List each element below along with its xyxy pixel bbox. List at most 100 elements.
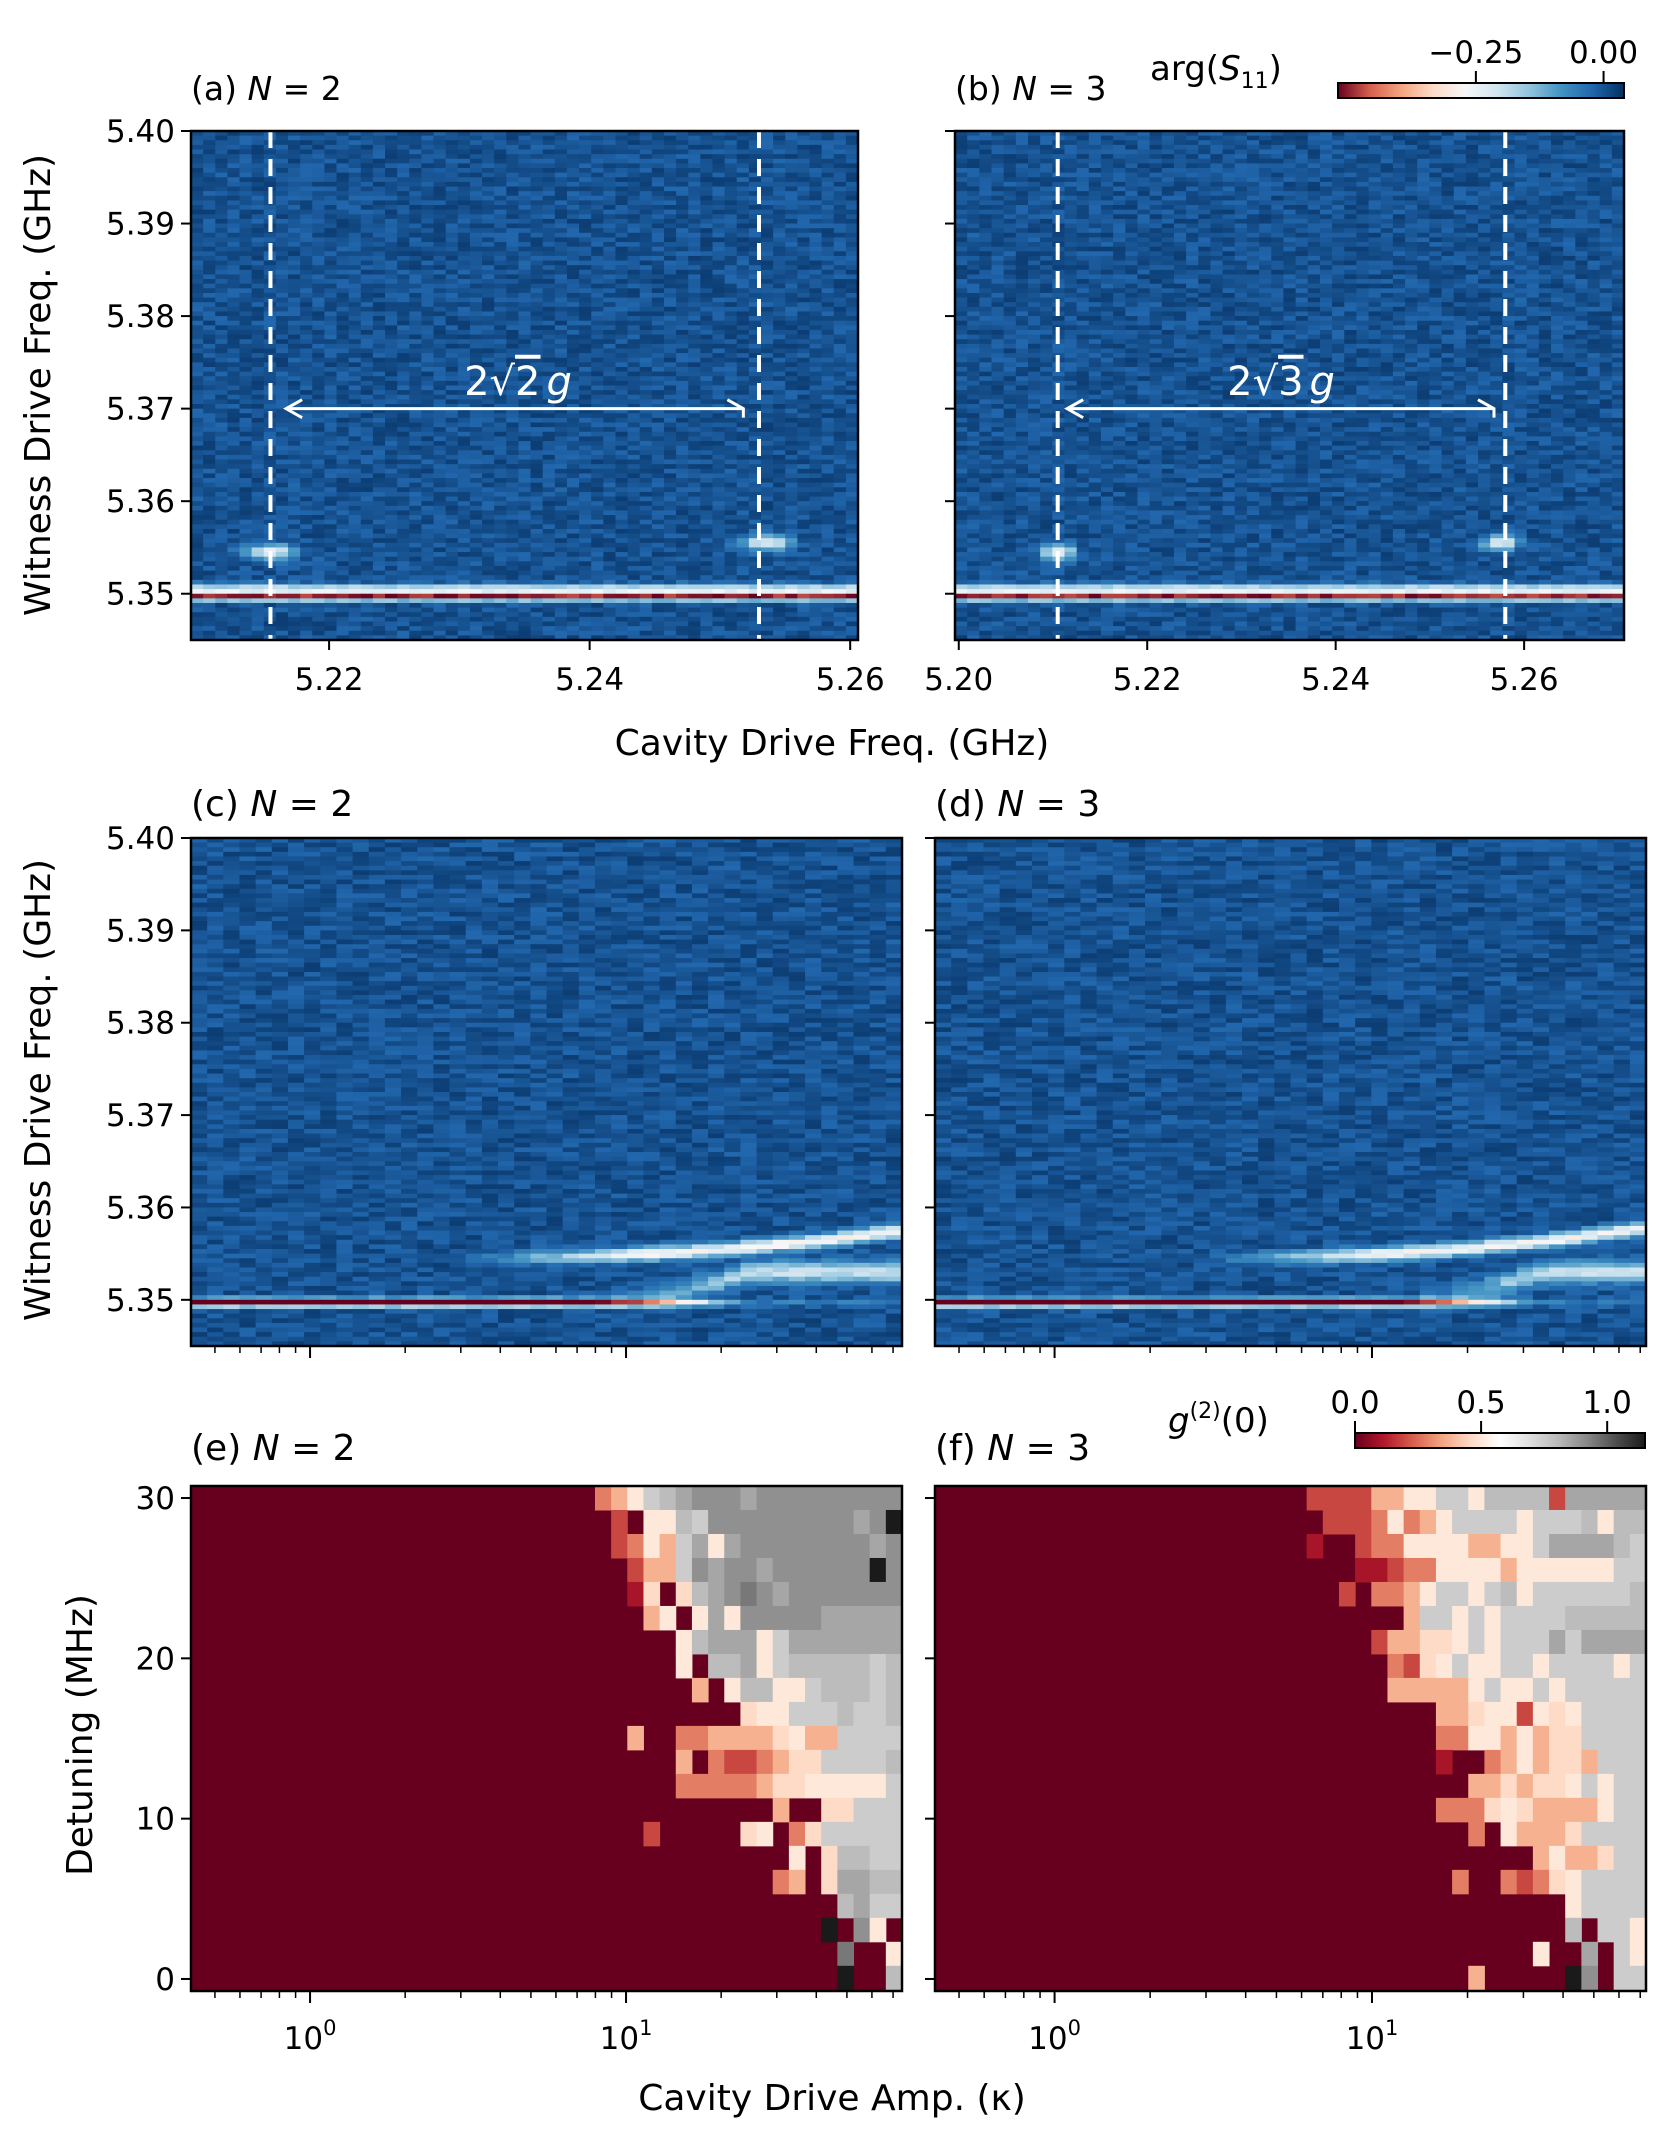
x-tick-label: 101 [600,2016,653,2057]
g2-cell [885,1653,903,1679]
y-tick-label: 20 [136,1641,175,1677]
g2-cell [1629,1701,1647,1727]
g2-cell [853,1797,871,1823]
g2-cell [788,1725,806,1751]
g2-cell [1452,1581,1469,1607]
g2-cell [869,1797,887,1823]
g2-cell [805,1486,822,1511]
g2-cell [756,1486,774,1511]
g2-cell [869,1749,887,1775]
g2-cell [1581,1677,1599,1703]
g2-cell [708,1557,725,1583]
g2-cell [1549,1677,1566,1703]
g2-cell [1532,1749,1550,1775]
g2-cell [611,1509,628,1535]
panel-a-title: (a) N = 2 [191,69,342,108]
g2-cell [1338,1509,1356,1535]
g2-cell [837,1533,855,1559]
g2-cell [1468,1629,1485,1655]
g2-cell [611,1486,628,1511]
g2-cell [853,1773,871,1799]
g2-cell [1403,1653,1421,1679]
panel-a-spectroscopy-n2: 2√2 g 5.35 5.36 5.37 5.38 5.39 5.40 5.22 5.24 5.26 [106,114,885,698]
g2-cell [1484,1509,1502,1535]
g2-cell [1629,1629,1647,1655]
g2-cell [1516,1629,1534,1655]
g2-cell [1581,1629,1599,1655]
x-tick-label: 5.26 [1490,662,1559,698]
g2-cell [1387,1557,1405,1583]
g2-cell [821,1509,838,1535]
g2-cell [1403,1581,1421,1607]
g2-cell [805,1581,822,1607]
g2-cell [772,1725,790,1751]
g2-cell [724,1581,741,1607]
g2-cell [708,1749,725,1775]
g2-cell [1613,1653,1631,1679]
g2-cell [1581,1869,1599,1895]
g2-cell [708,1629,725,1655]
g2-cell [1435,1557,1453,1583]
g2-cell [788,1581,806,1607]
g2-cell [1581,1749,1599,1775]
g2-cell [1629,1677,1647,1703]
g2-cell [643,1557,661,1583]
g2-cell [772,1701,790,1727]
g2-cell [1549,1869,1566,1895]
g2-cell [1629,1869,1647,1895]
g2-cell [788,1557,806,1583]
panel-d-power-sweep-n3 [925,836,1648,1358]
g2-cell [1500,1701,1518,1727]
heatmap-cells [191,131,859,641]
g2-cell [708,1605,725,1631]
g2-cell [1565,1749,1582,1775]
g2-cell [1613,1557,1631,1583]
g2-cell [1484,1581,1502,1607]
g2-cell [853,1629,871,1655]
g2-cell [1597,1701,1615,1727]
g2-cell [885,1965,903,1991]
g2-cell [643,1486,661,1511]
g2-cell [1629,1773,1647,1799]
g2-cell [1435,1486,1453,1511]
g2-cell [1500,1821,1518,1847]
g2-cell [837,1486,855,1511]
g2-cell [1549,1701,1566,1727]
g2-cell [1500,1797,1518,1823]
g2-cell [756,1605,774,1631]
g2-cell [691,1629,709,1655]
y-tick-label: 5.37 [106,392,175,428]
g2-cell [1371,1581,1388,1607]
g2-cell [1468,1533,1485,1559]
g2-cell [869,1581,887,1607]
g2-cell [724,1749,741,1775]
x-tick-label: 5.24 [1301,662,1370,698]
g2-cell [788,1509,806,1535]
g2-cell [837,1557,855,1583]
axes-frame [933,836,1648,1348]
g2-cell [1613,1869,1631,1895]
g2-cell [821,1605,838,1631]
g2-cell [1468,1605,1485,1631]
axes-frame [189,129,860,642]
colorbar-arg-s11-label: arg(S11) [1150,49,1282,94]
g2-cell [740,1749,758,1775]
g2-cell [1613,1701,1631,1727]
g2-cell [1629,1941,1647,1967]
g2-cell [1403,1486,1421,1511]
g2-cell [885,1821,903,1847]
g2-cell [1597,1773,1615,1799]
g2-cell [1419,1653,1437,1679]
g2-cell [1435,1677,1453,1703]
axes-frame [189,836,904,1348]
g2-cell [1597,1509,1615,1535]
g2-cell [1597,1557,1615,1583]
g2-cell [869,1605,887,1631]
g2-cell [1468,1486,1485,1511]
g2-cell [869,1821,887,1847]
g2-cell [1581,1701,1599,1727]
g2-cell [837,1581,855,1607]
arrow-head-right [1477,398,1496,418]
panel-b-spectroscopy-n3: 2√3 g 5.20 5.22 5.24 5.26 [924,129,1626,698]
g2-cell [853,1893,871,1919]
